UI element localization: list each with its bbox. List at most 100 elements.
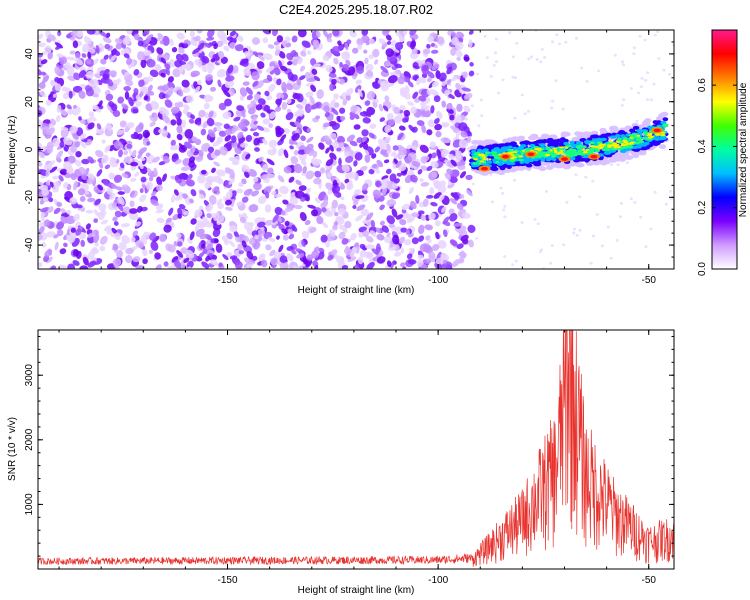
spectrogram-noise-cell xyxy=(371,163,378,169)
spectrogram-signal-cell xyxy=(518,155,524,158)
spectrogram-signal-cell xyxy=(584,150,588,153)
spectrogram-noise-cell xyxy=(89,116,97,122)
spectrogram-noise-cell xyxy=(384,95,390,102)
spectrogram-noise-cell xyxy=(286,52,294,61)
spectrogram-noise-cell xyxy=(38,33,44,40)
spectrogram-signal-cell xyxy=(509,167,517,173)
spectrogram-noise-cell xyxy=(393,244,400,252)
spectrogram-noise-cell xyxy=(181,193,188,199)
spectrogram-noise-cell xyxy=(410,40,416,50)
spectrogram-noise-cell xyxy=(86,30,96,35)
spectrogram-noise-cell xyxy=(403,76,411,83)
spectrogram-noise-cell xyxy=(313,177,322,185)
spectrogram-noise-cell xyxy=(418,235,425,242)
spectrogram-noise-cell xyxy=(446,261,453,267)
spectrogram-noise-cell xyxy=(395,214,404,220)
spectrogram-noise-cell xyxy=(252,131,260,137)
spectrogram-signal-cell xyxy=(573,157,581,162)
spectrogram-noise-cell xyxy=(189,231,195,241)
spectrogram-noise-cell xyxy=(362,230,370,238)
snr-y-tick-label: 2000 xyxy=(24,428,35,451)
spectrogram-noise-cell xyxy=(535,58,539,61)
spectrogram-noise-cell xyxy=(229,42,236,50)
spectrogram-noise-cell xyxy=(282,87,288,93)
spectrogram-noise-cell xyxy=(43,219,51,228)
spectrogram-noise-cell xyxy=(50,265,57,269)
spectrogram-noise-cell xyxy=(368,169,375,175)
spectrogram-signal-cell xyxy=(595,145,599,148)
spectrogram-noise-cell xyxy=(333,93,339,100)
spectrogram-noise-cell xyxy=(329,99,336,108)
spectrogram-noise-cell xyxy=(620,103,624,107)
spectrogram-noise-cell xyxy=(43,197,48,202)
spectrogram-noise-cell xyxy=(420,165,428,171)
spectrogram-noise-cell xyxy=(649,98,654,102)
spectrogram-y-tick-label: 40 xyxy=(24,48,35,60)
snr-frame xyxy=(37,329,675,570)
spectrogram-noise-cell xyxy=(476,72,480,76)
spectrogram-signal-cell xyxy=(600,129,608,135)
spectrogram-noise-cell xyxy=(327,172,332,178)
spectrogram-signal-cell xyxy=(475,155,480,158)
spectrogram-signal-cell xyxy=(516,166,526,171)
spectrogram-noise-cell xyxy=(529,55,534,59)
spectrogram-signal-cell xyxy=(625,142,630,145)
spectrogram-noise-cell xyxy=(268,139,277,148)
spectrogram-noise-cell xyxy=(125,79,134,87)
spectrogram-noise-cell xyxy=(67,108,73,115)
spectrogram-noise-cell xyxy=(640,77,644,80)
spectrogram-noise-cell xyxy=(171,47,178,53)
spectrogram-noise-cell xyxy=(353,264,360,269)
spectrogram-noise-cell xyxy=(114,38,123,44)
spectrogram-noise-cell xyxy=(160,72,166,78)
spectrogram-noise-cell xyxy=(638,34,642,38)
spectrogram-noise-cell xyxy=(121,173,129,179)
spectrogram-noise-cell xyxy=(116,129,125,136)
spectrogram-noise-cell xyxy=(156,47,164,55)
spectrogram-noise-cell xyxy=(240,142,249,148)
spectrogram-noise-cell xyxy=(138,79,145,88)
spectrogram-noise-cell xyxy=(269,111,277,120)
spectrogram-noise-cell xyxy=(372,189,382,199)
spectrogram-noise-cell xyxy=(409,30,417,36)
spectrogram-noise-cell xyxy=(158,106,167,115)
spectrogram-noise-cell xyxy=(217,214,225,223)
spectrogram-noise-cell xyxy=(203,102,210,110)
spectrogram-noise-cell xyxy=(178,46,185,54)
spectrogram-noise-cell xyxy=(130,161,139,167)
spectrogram-noise-cell xyxy=(149,121,156,127)
spectrogram-noise-cell xyxy=(389,173,397,182)
spectrogram-noise-cell xyxy=(361,136,367,143)
spectrogram-signal-cell xyxy=(599,143,604,146)
spectrogram-noise-cell xyxy=(392,234,400,245)
spectrogram-noise-cell xyxy=(450,47,457,56)
spectrogram-noise-cell xyxy=(296,253,305,259)
spectrogram-signal-cell xyxy=(545,146,551,150)
spectrogram-noise-cell xyxy=(124,91,130,100)
spectrogram-noise-cell xyxy=(70,173,78,181)
spectrogram-signal-cell xyxy=(559,146,565,149)
spectrogram-noise-cell xyxy=(378,180,388,190)
spectrogram-noise-cell xyxy=(291,225,298,232)
spectrogram-noise-cell xyxy=(291,35,298,43)
spectrogram-noise-cell xyxy=(149,69,159,78)
spectrogram-noise-cell xyxy=(86,59,92,65)
spectrogram-signal-cell xyxy=(552,147,557,150)
spectrogram-noise-cell xyxy=(345,156,354,163)
spectrogram-noise-cell xyxy=(449,213,458,222)
spectrogram-noise-cell xyxy=(205,243,214,252)
spectrogram-noise-cell xyxy=(350,105,358,113)
spectrogram-noise-cell xyxy=(392,145,399,151)
spectrogram-noise-cell xyxy=(118,149,123,158)
spectrogram-signal-cell xyxy=(568,148,574,151)
spectrogram-noise-cell xyxy=(298,185,307,192)
spectrogram-noise-cell xyxy=(359,243,366,250)
spectrogram-signal-cell xyxy=(490,151,498,155)
spectrogram-noise-cell xyxy=(353,113,360,120)
spectrogram-noise-cell xyxy=(299,65,306,72)
spectrogram-noise-cell xyxy=(411,126,418,133)
spectrogram-noise-cell xyxy=(83,167,90,177)
spectrogram-noise-cell xyxy=(181,53,189,62)
spectrogram-noise-cell xyxy=(405,229,410,236)
spectrogram-y-tick-label: 20 xyxy=(24,96,35,108)
